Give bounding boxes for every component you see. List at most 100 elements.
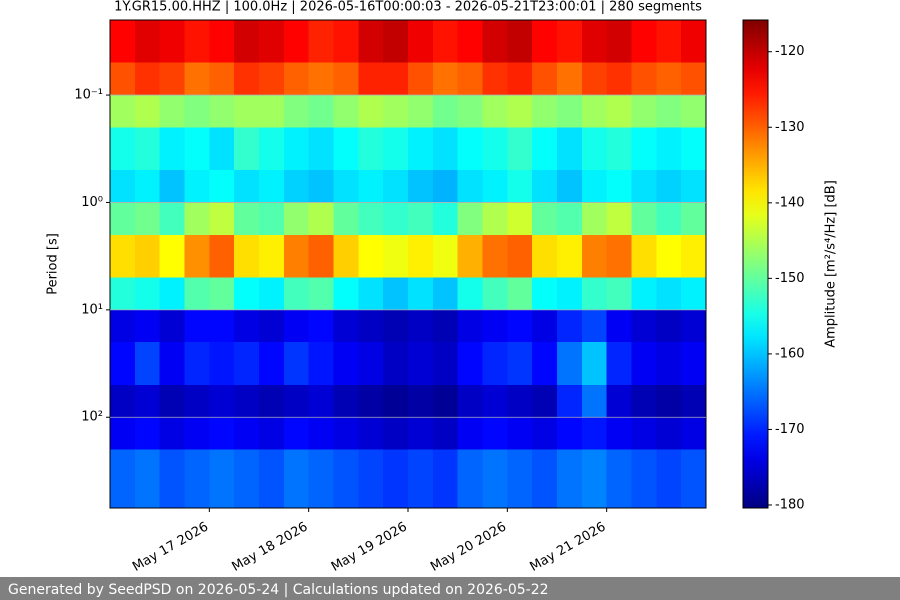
heatmap-cell [209, 170, 235, 203]
heatmap-cell [432, 309, 459, 343]
heatmap-cell [681, 234, 707, 279]
heatmap-cell [631, 127, 657, 171]
heatmap-cell [209, 20, 235, 64]
heatmap-cell [234, 342, 260, 386]
heatmap-cell [532, 20, 558, 64]
heatmap-cell [557, 127, 583, 171]
heatmap-cell [234, 277, 260, 311]
heatmap-cell [184, 449, 210, 509]
heatmap-cell [631, 309, 657, 343]
heatmap-cell [681, 277, 707, 311]
heatmap-cell [482, 127, 508, 171]
heatmap-cell [110, 127, 136, 171]
heatmap-cell [134, 342, 161, 386]
heatmap-cell [432, 342, 459, 386]
heatmap-cell [358, 20, 384, 64]
heatmap-cell [184, 20, 210, 64]
heatmap-cell [532, 277, 558, 311]
heatmap-cell [681, 202, 707, 236]
heatmap-cell [110, 170, 136, 203]
heatmap-cell [656, 417, 682, 451]
heatmap-cell [631, 62, 657, 96]
heatmap-cell [358, 127, 384, 171]
heatmap-cell [383, 62, 409, 96]
heatmap-cell [234, 170, 260, 203]
y-tick-label: 10¹ [81, 302, 103, 317]
heatmap-cell [532, 202, 558, 236]
heatmap-cell [259, 95, 285, 128]
heatmap-cell [358, 202, 384, 236]
heatmap-cell [110, 62, 136, 96]
heatmap-cell [110, 277, 136, 311]
colorbar-tick-label: -150 [775, 271, 805, 286]
heatmap-cell [259, 449, 285, 509]
heatmap-cell [159, 449, 185, 509]
heatmap-cell [283, 234, 310, 279]
heatmap-cell [159, 417, 185, 451]
heatmap-cell [507, 309, 533, 343]
heatmap-cell [507, 62, 533, 96]
heatmap-cell [184, 202, 210, 236]
heatmap-cell [681, 62, 707, 96]
heatmap-cell [110, 417, 136, 451]
heatmap-cell [408, 234, 434, 279]
heatmap-cell [482, 277, 508, 311]
heatmap-cell [457, 170, 483, 203]
heatmap-cell [482, 170, 508, 203]
heatmap-cell [557, 309, 583, 343]
heatmap-cell [134, 384, 161, 418]
heatmap-cell [656, 384, 682, 418]
heatmap-cell [606, 417, 632, 451]
heatmap-cell [681, 20, 707, 64]
heatmap-cell [557, 202, 583, 236]
heatmap-cell [308, 62, 334, 96]
heatmap-cell [383, 234, 409, 279]
heatmap-cell [259, 384, 285, 418]
heatmap-cell [631, 449, 657, 509]
heatmap-cell [283, 417, 310, 451]
heatmap-cell [184, 127, 210, 171]
heatmap-cell [457, 449, 483, 509]
heatmap-cell [507, 202, 533, 236]
heatmap-cell [606, 309, 632, 343]
heatmap-cell [259, 417, 285, 451]
heatmap-cell [234, 62, 260, 96]
heatmap-cell [457, 384, 483, 418]
heatmap-cell [631, 234, 657, 279]
heatmap-cell [482, 234, 508, 279]
heatmap-cell [457, 417, 483, 451]
heatmap-cell [507, 127, 533, 171]
heatmap-cell [482, 449, 508, 509]
heatmap-cell [631, 95, 657, 128]
heatmap-cell [656, 309, 682, 343]
heatmap-cell [209, 62, 235, 96]
colorbar-label: Amplitude [m²/s⁴/Hz] [dB] [824, 180, 839, 348]
heatmap-cell [383, 277, 409, 311]
heatmap-cell [432, 127, 459, 171]
heatmap-cell [159, 62, 185, 96]
heatmap-cell [383, 127, 409, 171]
heatmap-cell [631, 384, 657, 418]
heatmap-cell [656, 170, 682, 203]
heatmap-cell [482, 417, 508, 451]
heatmap-cell [159, 342, 185, 386]
heatmap-cell [532, 309, 558, 343]
heatmap-cell [408, 384, 434, 418]
heatmap-cell [358, 417, 384, 451]
heatmap-cell [159, 234, 185, 279]
heatmap-cell [259, 309, 285, 343]
heatmap-cell [159, 170, 185, 203]
heatmap-cell [532, 234, 558, 279]
heatmap-cell [308, 202, 334, 236]
heatmap-cell [681, 309, 707, 343]
heatmap-cell [134, 127, 161, 171]
heatmap-cell [184, 234, 210, 279]
heatmap-cell [482, 309, 508, 343]
heatmap-cell [606, 62, 632, 96]
colorbar-tick-label: -160 [775, 346, 805, 361]
heatmap-cell [606, 20, 632, 64]
heatmap-cell [581, 342, 608, 386]
heatmap-cell [110, 384, 136, 418]
heatmap-cell [333, 95, 359, 128]
